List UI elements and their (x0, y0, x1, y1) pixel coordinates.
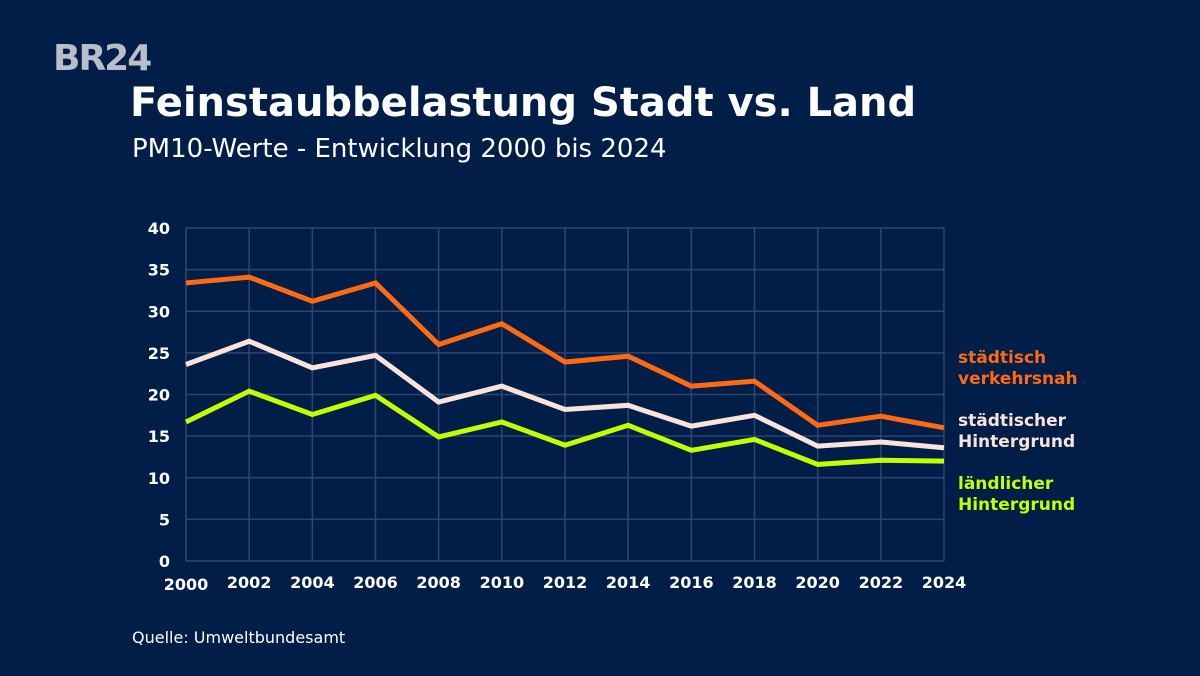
y-tick-label: 0 (159, 552, 170, 571)
x-tick-label: 2016 (669, 573, 714, 592)
y-tick-label: 30 (148, 302, 170, 321)
series-line-2 (184, 388, 945, 467)
br24-logo: BR24 (53, 38, 152, 79)
y-tick-label: 20 (148, 386, 170, 405)
y-tick-label: 15 (148, 427, 170, 446)
x-tick-label: 2008 (416, 573, 461, 592)
series-line-0 (185, 274, 945, 431)
x-tick-label: 2010 (480, 573, 525, 592)
source-note: Quelle: Umweltbundesamt (132, 628, 346, 647)
y-tick-label: 25 (148, 344, 170, 363)
x-tick-label: 2012 (543, 573, 588, 592)
x-tick-label: 2004 (290, 573, 335, 592)
chart-subtitle: PM10-Werte - Entwicklung 2000 bis 2024 (132, 134, 667, 164)
series-label-0: städtisch verkehrsnah (958, 348, 1078, 389)
x-tick-label: 2002 (227, 573, 272, 592)
chart-title: Feinstaubbelastung Stadt vs. Land (130, 80, 917, 126)
y-tick-label: 40 (148, 219, 170, 238)
x-tick-label: 2006 (353, 573, 398, 592)
x-tick-label: 2000 (164, 575, 209, 594)
y-tick-label: 5 (159, 510, 170, 529)
x-tick-label: 2018 (732, 573, 777, 592)
x-tick-label: 2020 (795, 573, 840, 592)
y-tick-label: 10 (148, 469, 170, 488)
x-tick-label: 2022 (859, 573, 904, 592)
x-tick-label: 2024 (922, 573, 967, 592)
y-tick-label: 35 (148, 261, 170, 280)
series-label-2: ländlicher Hintergrund (958, 474, 1076, 515)
series-label-1: städtischer Hintergrund (958, 411, 1076, 452)
series-line-1 (185, 338, 945, 451)
x-tick-label: 2014 (606, 573, 651, 592)
